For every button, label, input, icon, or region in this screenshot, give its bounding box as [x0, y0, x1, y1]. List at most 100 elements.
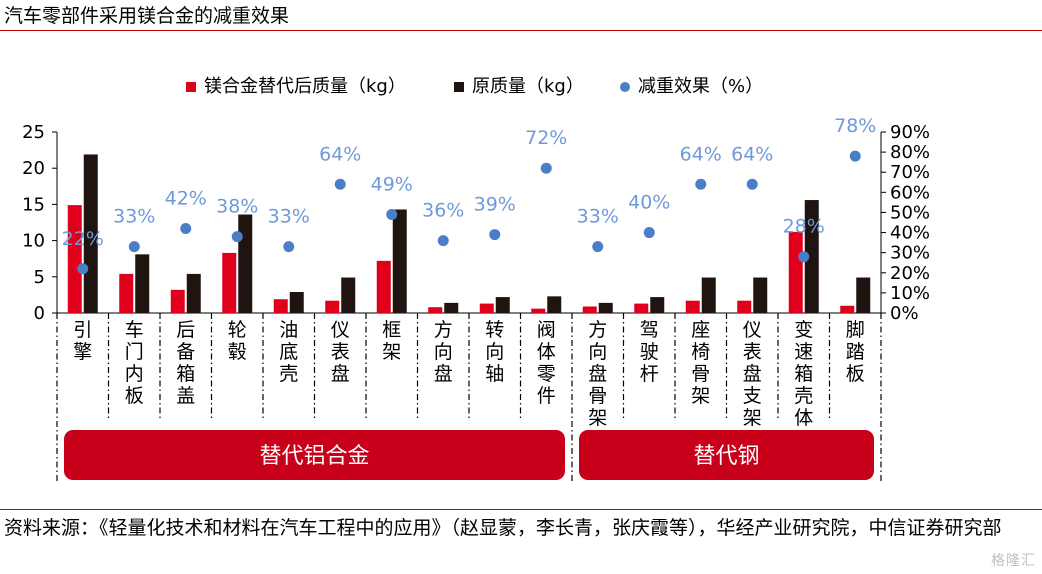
bar-original-mass — [238, 214, 253, 313]
reduction-dot — [386, 208, 398, 220]
bar-original-mass — [495, 297, 510, 313]
bar-substitute-mass — [634, 303, 649, 313]
reduction-data-label: 36% — [422, 200, 464, 222]
group-box — [579, 430, 874, 480]
watermark: 格隆汇 — [991, 553, 1036, 569]
category-label: 仪表盘支架 — [743, 319, 762, 429]
legend-item-substitute-mass: 镁合金替代后质量（kg） — [186, 76, 406, 98]
reduction-dot — [283, 241, 295, 253]
legend-swatch-red — [186, 82, 196, 92]
y-right-tick-label: 0% — [890, 303, 919, 324]
reduction-data-label: 38% — [216, 196, 258, 218]
reduction-dot — [643, 227, 655, 239]
category-label: 仪表盘 — [331, 319, 350, 385]
reduction-data-label: 28% — [783, 216, 825, 238]
chart-legend: 镁合金替代后质量（kg） 原质量（kg） 减重效果（%） — [0, 76, 1042, 98]
reduction-dot — [746, 178, 758, 190]
bar-substitute-mass — [737, 300, 752, 313]
category-label: 油底壳 — [279, 319, 298, 385]
y-left-tick-label: 20 — [22, 158, 45, 179]
bar-original-mass — [444, 302, 459, 313]
bar-substitute-mass — [582, 306, 597, 313]
bar-substitute-mass — [170, 289, 185, 313]
category-label: 驾驶杆 — [640, 319, 659, 385]
reduction-data-label: 64% — [319, 143, 361, 165]
bar-substitute-mass — [479, 303, 494, 313]
reduction-dot — [540, 162, 552, 174]
y-right-tick-label: 70% — [890, 162, 930, 183]
bar-original-mass — [83, 154, 98, 313]
bar-original-mass — [135, 254, 150, 313]
category-label: 轮毂 — [228, 319, 247, 363]
category-label: 座椅骨架 — [691, 319, 710, 407]
reduction-dot — [231, 231, 243, 243]
category-label: 转向轴 — [485, 319, 504, 385]
reduction-data-label: 33% — [577, 206, 619, 228]
group-label: 替代钢 — [693, 444, 759, 469]
reduction-dot — [77, 263, 89, 275]
category-label: 车门内板 — [125, 319, 144, 407]
category-label: 框架 — [382, 319, 401, 363]
reduction-data-label: 40% — [628, 192, 670, 214]
legend-label: 减重效果（%） — [638, 76, 764, 97]
source-rule — [0, 509, 1042, 510]
page-title: 汽车零部件采用镁合金的减重效果 — [4, 5, 290, 27]
group-box — [64, 430, 565, 480]
category-label: 阀体零件 — [537, 319, 556, 407]
y-left-tick-label: 0 — [34, 303, 45, 324]
legend-item-original-mass: 原质量（kg） — [454, 76, 584, 98]
bar-original-mass — [598, 302, 613, 313]
y-right-tick-label: 30% — [890, 243, 930, 264]
bar-original-mass — [289, 292, 304, 313]
bar-original-mass — [701, 277, 716, 313]
y-right-tick-label: 90% — [890, 122, 930, 143]
reduction-data-label: 42% — [165, 188, 207, 210]
group-label: 替代铝合金 — [259, 444, 369, 469]
bar-original-mass — [650, 297, 665, 313]
category-label: 方向盘 — [434, 319, 453, 385]
bar-original-mass — [753, 277, 768, 313]
reduction-data-label: 33% — [268, 206, 310, 228]
bar-substitute-mass — [67, 205, 82, 313]
reduction-data-label: 22% — [62, 228, 104, 250]
bar-original-mass — [186, 273, 201, 313]
bar-substitute-mass — [376, 260, 391, 313]
category-label: 方向盘骨架 — [588, 319, 607, 429]
bar-substitute-mass — [840, 305, 855, 313]
y-left-tick-label: 25 — [22, 122, 45, 143]
y-left-tick-label: 15 — [22, 194, 45, 215]
reduction-data-label: 64% — [731, 143, 773, 165]
source-note: 资料来源：《轻量化技术和材料在汽车工程中的应用》（赵显蒙，李长青，张庆霞等），华… — [4, 517, 1002, 539]
reduction-data-label: 64% — [680, 143, 722, 165]
bar-substitute-mass — [273, 299, 288, 313]
legend-label: 原质量（kg） — [472, 76, 584, 97]
y-right-tick-label: 10% — [890, 283, 930, 304]
bar-original-mass — [547, 296, 562, 313]
category-label: 变速箱壳体 — [794, 319, 813, 429]
reduction-data-label: 49% — [371, 173, 413, 195]
y-left-tick-label: 5 — [34, 267, 45, 288]
bar-original-mass — [341, 277, 356, 313]
legend-swatch-dark — [454, 82, 464, 92]
y-right-tick-label: 20% — [890, 263, 930, 284]
bar-substitute-mass — [119, 273, 134, 313]
y-right-tick-label: 40% — [890, 223, 930, 244]
reduction-data-label: 33% — [113, 206, 155, 228]
legend-item-reduction: 减重效果（%） — [620, 76, 763, 98]
reduction-dot — [849, 150, 861, 162]
reduction-data-label: 78% — [834, 115, 876, 137]
reduction-dot — [489, 229, 501, 241]
reduction-dot — [798, 251, 810, 263]
legend-marker-dot — [620, 82, 630, 92]
bar-substitute-mass — [428, 307, 443, 313]
y-right-tick-label: 60% — [890, 182, 930, 203]
reduction-dot — [334, 178, 346, 190]
category-label: 引擎 — [73, 319, 92, 363]
reduction-dot — [437, 235, 449, 247]
reduction-dot — [592, 241, 604, 253]
reduction-dot — [180, 223, 192, 235]
y-left-tick-label: 10 — [22, 231, 45, 252]
bar-substitute-mass — [325, 300, 340, 313]
reduction-data-label: 39% — [474, 194, 516, 216]
